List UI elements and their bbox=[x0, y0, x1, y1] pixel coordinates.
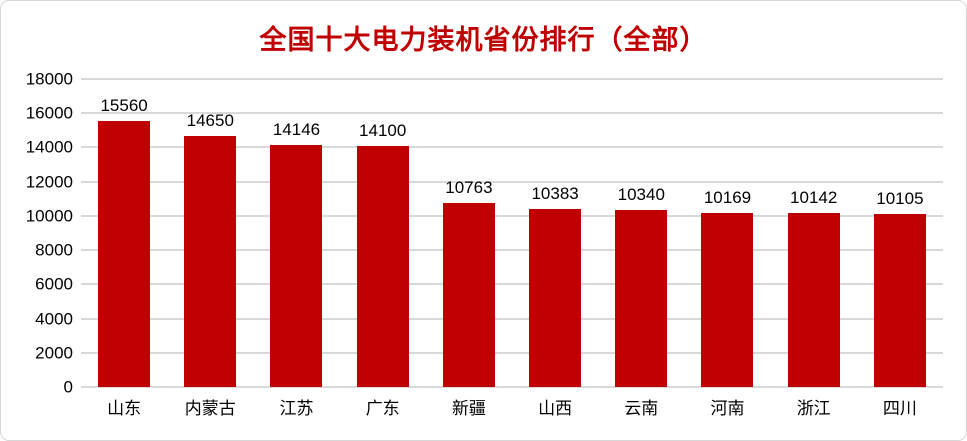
bar-group: 14650 内蒙古 bbox=[167, 79, 253, 417]
bar-group: 10383 山西 bbox=[512, 79, 598, 417]
bar-value-label: 14100 bbox=[359, 120, 407, 140]
gridline bbox=[81, 78, 943, 80]
bar bbox=[615, 210, 668, 387]
x-category-label: 新疆 bbox=[451, 399, 486, 418]
y-tick-label: 10000 bbox=[25, 206, 73, 226]
bar bbox=[787, 213, 840, 387]
bar bbox=[270, 144, 323, 387]
gridline bbox=[81, 112, 943, 115]
gridline bbox=[81, 351, 943, 354]
y-tick-label: 2000 bbox=[35, 343, 73, 363]
bar-group: 14100 广东 bbox=[340, 79, 426, 417]
bar-group: 10169 河南 bbox=[684, 79, 770, 417]
bar-group: 10105 四川 bbox=[857, 79, 943, 417]
x-axis-baseline bbox=[81, 386, 943, 388]
bar-value-label: 10340 bbox=[617, 185, 665, 205]
bar-group: 10142 浙江 bbox=[771, 79, 857, 417]
x-category-label: 内蒙古 bbox=[184, 399, 236, 418]
x-category-label: 广东 bbox=[365, 399, 400, 418]
bar-value-label: 10169 bbox=[703, 188, 752, 207]
bar-value-label: 10105 bbox=[876, 189, 924, 209]
y-tick-label: 8000 bbox=[35, 240, 73, 260]
x-category-label: 河南 bbox=[710, 399, 745, 418]
x-category-label: 四川 bbox=[882, 399, 917, 418]
chart-title: 全国十大电力装机省份排行（全部） bbox=[259, 25, 708, 55]
y-tick-label: 16000 bbox=[25, 103, 73, 123]
gridline bbox=[81, 146, 943, 149]
y-tick-label: 18000 bbox=[25, 69, 73, 89]
plot-area: 15560 山东 14650 内蒙古 14146 江苏 14100 广东 10763 新疆 1038… bbox=[81, 78, 943, 417]
bar-value-label: 14146 bbox=[272, 119, 321, 139]
y-tick-label: 4000 bbox=[35, 309, 73, 329]
bar-value-label: 10763 bbox=[445, 177, 493, 197]
y-axis: 0 2000 4000 6000 8000 10000 12000 14000 16000 180… bbox=[7, 71, 73, 396]
y-tick-label: 6000 bbox=[35, 274, 73, 294]
bar-value-label: 10383 bbox=[531, 184, 579, 204]
bar bbox=[442, 202, 495, 387]
x-category-label: 山东 bbox=[107, 399, 142, 418]
bar-group: 14146 江苏 bbox=[253, 79, 339, 417]
bar bbox=[184, 136, 237, 387]
gridline bbox=[81, 249, 943, 252]
gridline bbox=[81, 214, 943, 217]
x-category-label: 浙江 bbox=[796, 399, 831, 418]
bar-group: 10340 云南 bbox=[598, 79, 684, 417]
bar bbox=[98, 120, 151, 387]
bar-group: 15560 山东 bbox=[81, 79, 167, 417]
bar bbox=[873, 214, 926, 387]
bar-value-label: 10142 bbox=[790, 188, 838, 208]
gridline bbox=[81, 317, 943, 320]
x-category-label: 山西 bbox=[538, 399, 573, 418]
bar-group: 10763 新疆 bbox=[426, 79, 512, 417]
y-tick-label: 12000 bbox=[25, 172, 73, 192]
gridline bbox=[81, 283, 943, 286]
y-tick-label: 14000 bbox=[25, 137, 73, 157]
y-tick-label: 0 bbox=[63, 377, 73, 397]
bar bbox=[529, 209, 582, 387]
x-category-label: 江苏 bbox=[279, 399, 314, 418]
gridline bbox=[81, 180, 943, 183]
bar bbox=[701, 213, 754, 387]
x-category-label: 云南 bbox=[624, 399, 659, 418]
bar bbox=[356, 145, 409, 387]
bar-value-label: 15560 bbox=[100, 95, 148, 115]
bar-value-label: 14650 bbox=[186, 111, 234, 131]
